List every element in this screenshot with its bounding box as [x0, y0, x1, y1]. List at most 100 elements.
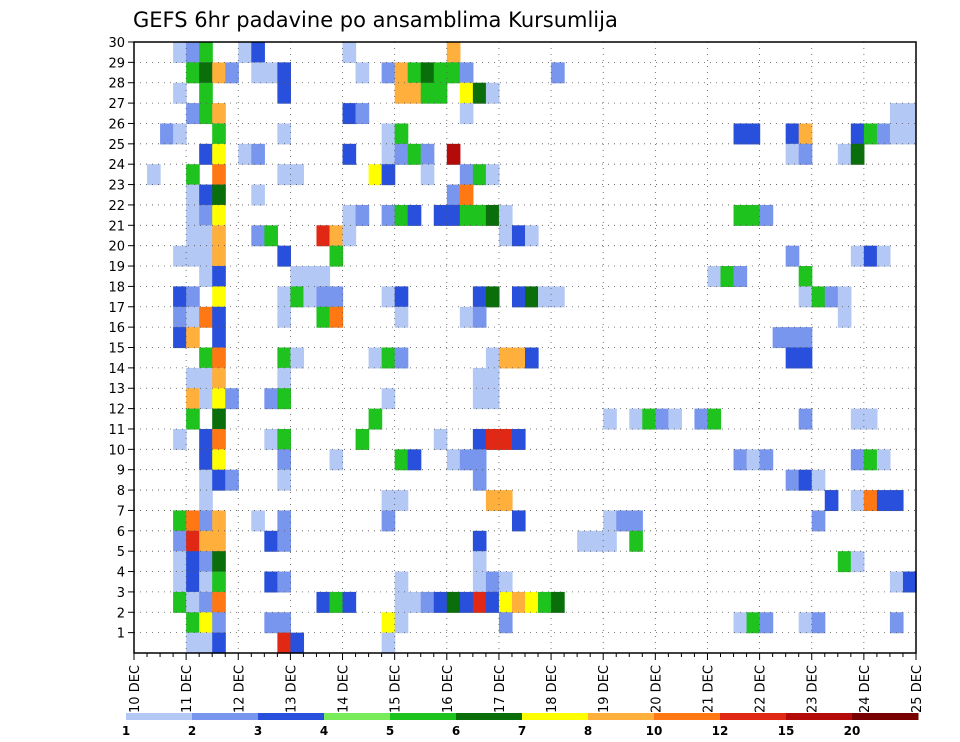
heatmap-cell	[785, 123, 800, 145]
heatmap-cell	[342, 591, 357, 613]
heatmap-cell	[446, 62, 461, 84]
heatmap-cell	[173, 286, 187, 308]
x-tick-label: 20 DEC	[649, 665, 664, 713]
heatmap-cell	[863, 245, 878, 267]
y-tick-label: 23	[108, 179, 125, 194]
legend-swatch	[126, 713, 193, 720]
x-tick-label: 13 DEC	[284, 665, 299, 713]
heatmap-cell	[264, 571, 278, 593]
heatmap-cell	[342, 42, 357, 63]
x-tick-label: 22 DEC	[754, 665, 769, 713]
heatmap-cells	[147, 42, 917, 654]
heatmap-cell	[212, 591, 226, 613]
heatmap-cell	[472, 367, 487, 389]
heatmap-cell	[251, 62, 265, 84]
legend-label: 2	[188, 724, 196, 738]
heatmap-cell	[199, 571, 213, 593]
heatmap-cell	[277, 449, 291, 471]
heatmap-cell	[342, 103, 357, 125]
heatmap-cell	[772, 327, 787, 349]
heatmap-cell	[902, 123, 917, 145]
heatmap-cell	[199, 245, 213, 267]
heatmap-cell	[277, 510, 291, 532]
heatmap-cell	[264, 530, 278, 552]
heatmap-cell	[785, 143, 800, 165]
heatmap-cell	[251, 184, 265, 206]
heatmap-cell	[186, 184, 200, 206]
heatmap-cell	[889, 612, 904, 634]
heatmap-cell	[407, 591, 422, 613]
y-tick-label: 5	[117, 545, 125, 560]
heatmap-cell	[420, 62, 435, 84]
heatmap-cell	[837, 286, 852, 308]
heatmap-cell	[642, 408, 656, 430]
heatmap-cell	[433, 204, 448, 226]
heatmap-cell	[199, 469, 213, 491]
heatmap-cell	[485, 204, 500, 226]
y-tick-label: 30	[108, 36, 125, 51]
heatmap-cell	[381, 347, 396, 369]
heatmap-cell	[173, 530, 187, 552]
heatmap-cell	[785, 347, 800, 369]
heatmap-cell	[238, 143, 252, 165]
heatmap-cell	[433, 62, 448, 84]
heatmap-cell	[498, 225, 513, 247]
heatmap-cell	[212, 530, 226, 552]
heatmap-cell	[551, 62, 565, 84]
heatmap-cell	[303, 286, 318, 308]
heatmap-cell	[186, 225, 200, 247]
heatmap-cell	[277, 388, 291, 410]
heatmap-cell	[225, 62, 239, 84]
y-tick-label: 14	[108, 362, 125, 377]
x-tick-label: 17 DEC	[493, 665, 508, 713]
heatmap-cell	[329, 245, 344, 267]
heatmap-cell	[290, 347, 305, 369]
heatmap-cell	[381, 62, 396, 84]
heatmap-cell	[277, 123, 291, 145]
heatmap-cell	[381, 388, 396, 410]
heatmap-cell	[277, 367, 291, 389]
heatmap-cell	[342, 143, 357, 165]
heatmap-cell	[199, 42, 213, 63]
heatmap-cell	[498, 204, 513, 226]
heatmap-cell	[173, 571, 187, 593]
heatmap-cell	[446, 184, 461, 206]
heatmap-cell	[277, 469, 291, 491]
heatmap-cell	[511, 286, 526, 308]
heatmap-cell	[212, 510, 226, 532]
heatmap-cell	[407, 204, 422, 226]
heatmap-cell	[616, 510, 630, 532]
heatmap-cell	[316, 266, 331, 287]
heatmap-cell	[199, 551, 213, 573]
heatmap-cell	[212, 612, 226, 634]
heatmap-cell	[277, 306, 291, 328]
heatmap-cell	[264, 388, 278, 410]
legend-label: 10	[646, 724, 663, 738]
heatmap-cell	[759, 449, 774, 471]
heatmap-cell	[199, 612, 213, 634]
heatmap-cell	[746, 612, 761, 634]
heatmap-cell	[407, 82, 422, 104]
legend-swatch	[654, 713, 721, 720]
heatmap-cell	[420, 82, 435, 104]
heatmap-cell	[381, 612, 396, 634]
legend-label: 5	[386, 724, 394, 738]
heatmap-cell	[186, 612, 200, 634]
heatmap-cell	[212, 469, 226, 491]
heatmap-cell	[199, 266, 213, 287]
heatmap-cell	[785, 327, 800, 349]
heatmap-cell	[316, 306, 331, 328]
heatmap-cell	[629, 510, 643, 532]
heatmap-cell	[433, 428, 448, 450]
heatmap-cell	[316, 591, 331, 613]
y-tick-label: 21	[108, 219, 125, 234]
heatmap-cell	[355, 62, 370, 84]
heatmap-cell	[225, 388, 239, 410]
heatmap-cell	[759, 612, 774, 634]
heatmap-cell	[394, 204, 409, 226]
y-tick-label: 27	[108, 97, 125, 112]
y-tick-label: 25	[108, 138, 125, 153]
heatmap-cell	[212, 327, 226, 349]
heatmap-cell	[511, 428, 526, 450]
heatmap-cell	[850, 408, 865, 430]
